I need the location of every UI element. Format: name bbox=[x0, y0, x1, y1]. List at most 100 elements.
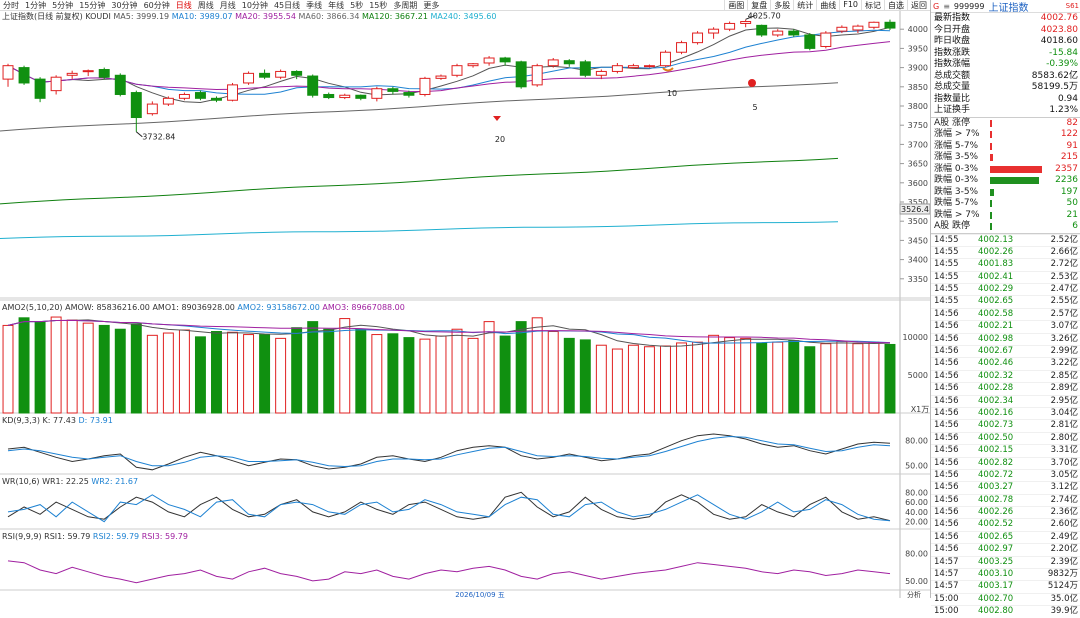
tick-time: 14:56 bbox=[934, 445, 959, 456]
rsi-legend: RSI(9,9,9) RSI1: 59.79 RSI2: 59.79 RSI3:… bbox=[2, 532, 188, 541]
breadth-bar bbox=[990, 131, 992, 139]
timeframe-tab[interactable]: 15秒 bbox=[369, 0, 388, 10]
quote-row: 最新指数 4002.76 bbox=[931, 13, 1080, 25]
tick-time: 14:56 bbox=[934, 544, 959, 555]
tool-button[interactable]: 画图 bbox=[724, 0, 747, 11]
tick-price: 4001.83 bbox=[978, 259, 1014, 270]
tool-button[interactable]: 自选 bbox=[884, 0, 907, 11]
timeframe-tab[interactable]: 年线 bbox=[328, 0, 345, 10]
candle bbox=[291, 70, 303, 80]
tool-button[interactable]: 标记 bbox=[861, 0, 884, 11]
timeframe-tab[interactable]: 月线 bbox=[219, 0, 236, 10]
timeframe-tab[interactable]: 分时 bbox=[3, 0, 19, 10]
kd-tick-label: 80.00 bbox=[905, 437, 928, 446]
tick-row: 14:56 4002.21 3.07亿 bbox=[931, 320, 1080, 332]
candle bbox=[114, 73, 126, 97]
timeframe-tab[interactable]: 多周期 bbox=[393, 0, 418, 10]
volume-bar bbox=[692, 341, 704, 414]
y-tick-label: 3900 bbox=[908, 64, 928, 73]
candle-body bbox=[868, 21, 880, 28]
tool-button[interactable]: 曲线 bbox=[816, 0, 839, 11]
candle-body bbox=[18, 67, 30, 84]
tick-volume: 2.53亿 bbox=[1050, 271, 1078, 282]
tick-volume: 3.31亿 bbox=[1050, 445, 1078, 456]
quote-row: 今日开盘 4023.80 bbox=[931, 25, 1080, 37]
volume-bar bbox=[162, 332, 174, 414]
tick-volume: 5124万 bbox=[1047, 581, 1078, 592]
candle-body bbox=[355, 94, 367, 99]
candle-body bbox=[515, 61, 527, 88]
tick-price: 4003.25 bbox=[978, 556, 1014, 567]
quote-value: 4002.76 bbox=[1040, 13, 1078, 23]
tool-button[interactable]: 复盘 bbox=[747, 0, 770, 11]
rsi-tick-label: 80.00 bbox=[905, 550, 928, 559]
rsi-line bbox=[7, 560, 891, 584]
volume-bar bbox=[355, 328, 367, 414]
candle bbox=[18, 65, 30, 85]
tool-button[interactable]: 多股 bbox=[770, 0, 793, 11]
quote-value: -15.84 bbox=[1048, 47, 1078, 58]
candle-body bbox=[178, 93, 190, 99]
tick-row: 14:55 4002.29 2.47亿 bbox=[931, 283, 1080, 295]
ma-legend: MA20: 3955.54 bbox=[235, 12, 298, 21]
timeframe-tab[interactable]: 10分钟 bbox=[241, 0, 268, 10]
breadth-bar-track bbox=[990, 165, 1044, 173]
breadth-row: A股 跌停 6 bbox=[931, 221, 1080, 233]
tick-price: 4002.34 bbox=[978, 395, 1014, 406]
quote-value: 4018.60 bbox=[1040, 36, 1078, 46]
quote-label: 今日开盘 bbox=[934, 24, 971, 35]
candle bbox=[499, 56, 511, 66]
rsi-indicator-name: RSI(9,9,9) bbox=[2, 532, 44, 541]
tick-time: 14:55 bbox=[934, 246, 959, 257]
breadth-label: 涨幅 0-3% bbox=[934, 163, 979, 174]
timeframe-tab[interactable]: 60分钟 bbox=[143, 0, 170, 10]
tick-row: 14:56 4002.82 3.70亿 bbox=[931, 456, 1080, 469]
breadth-bar-track bbox=[990, 131, 1044, 139]
index-flag: S61 bbox=[1065, 2, 1079, 10]
wr-line bbox=[7, 491, 891, 522]
tool-button[interactable]: 统计 bbox=[793, 0, 816, 11]
timeframe-tab[interactable]: 30分钟 bbox=[111, 0, 138, 10]
candle bbox=[34, 77, 46, 103]
index-dropdown-icon[interactable]: ≡ bbox=[943, 1, 950, 11]
kd-line bbox=[7, 435, 891, 468]
timeframe-tab[interactable]: 45日线 bbox=[273, 0, 301, 10]
y-tick-label: 3600 bbox=[908, 179, 928, 188]
tick-time: 14:56 bbox=[934, 358, 959, 369]
candle-body bbox=[387, 88, 399, 92]
volume-bar bbox=[611, 348, 623, 414]
timeframe-tab[interactable]: 日线 bbox=[175, 0, 192, 10]
tick-row: 14:57 4003.25 2.39亿 bbox=[931, 555, 1080, 568]
timeframe-tab[interactable]: 1分钟 bbox=[25, 0, 47, 10]
candle bbox=[643, 64, 655, 68]
breadth-row: 跌幅 5-7% 50 bbox=[931, 198, 1080, 210]
breadth-row: 涨幅 0-3% 2357 bbox=[931, 164, 1080, 176]
timeframe-tab[interactable]: 5分钟 bbox=[52, 0, 74, 10]
index-header[interactable]: G ≡ 999999 上证指数 S61 bbox=[931, 0, 1080, 14]
timeframe-tab[interactable]: 周线 bbox=[197, 0, 214, 10]
quote-value: 0.94 bbox=[1057, 93, 1078, 104]
candle bbox=[82, 69, 94, 77]
candle bbox=[515, 60, 527, 89]
tick-time: 14:56 bbox=[934, 432, 959, 443]
timeframe-tab[interactable]: 更多 bbox=[423, 0, 440, 10]
wr-tick-label: 80.00 bbox=[905, 488, 928, 497]
volume-bar bbox=[708, 334, 720, 414]
quote-row: 总成交量 58199.5万 bbox=[931, 82, 1080, 94]
timeframe-tab[interactable]: 5秒 bbox=[350, 0, 364, 10]
tick-price: 4002.26 bbox=[978, 246, 1014, 257]
volume-bar bbox=[18, 317, 30, 414]
volume-bar bbox=[627, 344, 639, 414]
tool-button[interactable]: F10 bbox=[839, 0, 861, 11]
timeframe-tab[interactable]: 季线 bbox=[306, 0, 323, 10]
tool-button[interactable]: 返回 bbox=[907, 0, 930, 11]
chart-area[interactable]: 4000 3950 3900 3850 3800 3750 3700 3650 3600 3550… bbox=[0, 0, 930, 598]
volume-bar bbox=[788, 340, 800, 414]
timeframe-tab[interactable]: 15分钟 bbox=[79, 0, 106, 10]
quote-label: 最新指数 bbox=[934, 13, 971, 23]
candle bbox=[387, 86, 399, 95]
tick-row: 14:56 4002.78 2.74亿 bbox=[931, 493, 1080, 506]
quote-row: 上证换手 1.23% bbox=[931, 105, 1080, 117]
candle-body bbox=[820, 32, 832, 47]
candle-body bbox=[708, 28, 720, 34]
